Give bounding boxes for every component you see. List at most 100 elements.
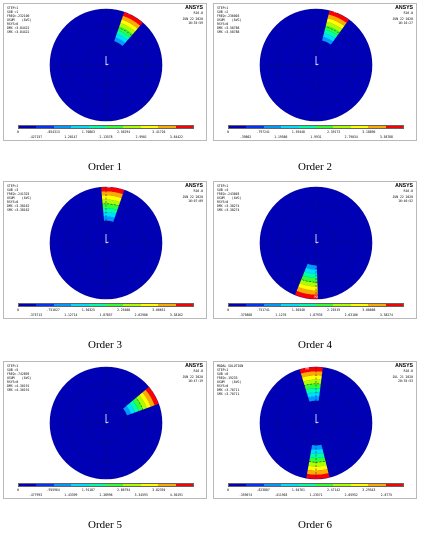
solution-header: STEP=1 SUB =1 FREQ=.232106 USUM (AVG) RSYS=0…: [7, 6, 31, 34]
colorbar-tick-label: 0: [227, 308, 229, 312]
solution-header: MODAL SOLUTION STEP=1 SUB =6 FREQ=.19233 USU…: [217, 364, 243, 396]
header-line: RSYS=0: [217, 384, 229, 388]
colorbar-swatch: [123, 484, 141, 486]
ansys-version: R16.0: [403, 189, 413, 193]
header-line: DMX =3.70711: [217, 388, 240, 392]
colorbar-tick-label: .375713: [29, 313, 43, 317]
colorbar-swatch: [333, 304, 351, 306]
colorbar-tick-label: 2.38996: [99, 493, 113, 497]
solution-header: STEP=1 SUB =3 FREQ=.241325 USUM (AVG) RSYS=0…: [7, 184, 31, 212]
mode-shape-sector: [306, 444, 330, 479]
max-marker: MX: [305, 366, 309, 370]
colorbar-swatch: [298, 126, 317, 128]
contour-band-2-3: [102, 203, 119, 210]
reference-circle: [295, 222, 337, 264]
max-marker: MX: [151, 388, 155, 392]
colorbar-tick-label: 2.47142: [327, 488, 341, 492]
colorbar-swatch: [246, 484, 264, 486]
colorbar-swatch: [316, 126, 334, 128]
solution-time: 16:47:19: [188, 379, 203, 383]
max-marker: MX: [107, 185, 111, 189]
ansys-brand: ANSYS R16.0 JUN 22 2020 16:40:52: [393, 183, 414, 203]
contour-band-5-5: [302, 375, 322, 382]
mode-panel-5: STEP=1 SUB =5 FREQ=.742895 USUM (AVG) RSYS=0…: [3, 361, 207, 499]
mode-shape-sector: [114, 12, 143, 46]
colorbar-swatch: [298, 304, 317, 306]
colorbar-tick-label: 2.62906: [134, 313, 148, 317]
header-line: STEP=1: [217, 184, 229, 188]
solution-time: 16:07:09: [188, 199, 203, 203]
colorbar-tick-label: 1.9931: [310, 135, 322, 139]
header-line: DMX =3.38162: [7, 204, 30, 208]
colorbar-tick-label: 3.29543: [362, 488, 376, 492]
colorbar-swatch: [106, 484, 124, 486]
colorbar-tick-label: 1.1276: [275, 313, 287, 317]
contour-band-5b-4: [308, 461, 327, 467]
solution-date: JUN 22 2020: [182, 17, 204, 21]
header-line: SMX =3.70711: [217, 392, 240, 396]
colorbar-tick-label: .359674: [239, 493, 253, 497]
contour-band-1-4: [325, 21, 343, 33]
colorbar-swatch: [350, 126, 369, 128]
colorbar-tick-label: 3.58788: [379, 135, 393, 139]
colorbar-ticks-top: 0 .797241 1.59448 2.39173 3.18896: [226, 130, 406, 135]
contour-band-2-4: [102, 199, 121, 206]
colorbar-swatch: [368, 304, 386, 306]
colorbar-tick-label: 1.19586: [274, 135, 288, 139]
colorbar-ticks-bottom: .477993 1.43399 2.38996 3.34593 4.30191: [16, 493, 196, 498]
colorbar-tick-label: 0: [227, 130, 229, 134]
header-line: STEP=1: [7, 364, 19, 368]
colorbar-tick-label: 4.30191: [169, 493, 183, 497]
ansys-brand: ANSYS R16.0 JUN 22 2020 16:47:19: [183, 363, 204, 383]
contour-band-1-1: [323, 33, 336, 42]
colorbar-swatch: [316, 484, 334, 486]
mode-panel-2: STEP=1 SUB =2 FREQ=.236003 USUM (AVG) RSYS=0…: [213, 3, 417, 141]
mode-panel-1: STEP=1 SUB =1 FREQ=.232106 USUM (AVG) RSYS=0…: [3, 3, 207, 141]
contour-band-4-4: [136, 395, 147, 410]
contour-band-2-1: [103, 212, 117, 218]
colorbar-swatch: [263, 304, 282, 306]
header-line: USUM (AVG): [217, 380, 242, 384]
triad-x-axis: [315, 63, 319, 66]
colorbar-swatch: [368, 126, 386, 128]
colorbar-ticks-bottom: .359674 .411903 1.23571 2.05952 2.8775: [226, 493, 406, 498]
solution-header: STEP=1 SUB =4 FREQ=.243003 USUM (AVG) RSYS=0…: [217, 184, 241, 212]
solution-date: JUN 22 2020: [182, 375, 204, 379]
colorbar-tick-label: 1.23571: [309, 493, 323, 497]
colorbar-swatch: [36, 126, 54, 128]
colorbar-tick-label: 2.86794: [117, 488, 131, 492]
solution-date: JUN 22 2020: [392, 17, 414, 21]
header-line: SUB =4: [217, 188, 229, 192]
colorbar-swatch: [36, 304, 54, 306]
disc-contour-plot: MX: [49, 185, 163, 300]
colorbar-swatch: [158, 304, 176, 306]
colorbar-tick-label: .751627: [46, 308, 60, 312]
colorbar-tick-label: 1.87935: [309, 313, 323, 317]
header-line: DMX =3.84422: [7, 26, 30, 30]
contour-band-1-2: [323, 29, 338, 39]
contour-band-0-2: [116, 30, 131, 41]
header-line: USUM (AVG): [7, 376, 32, 380]
colorbar-tick-label: 1.43399: [64, 493, 78, 497]
max-marker: MX: [129, 12, 133, 16]
colorbar-swatch: [88, 484, 107, 486]
colorbar-swatch: [123, 304, 141, 306]
colorbar-swatch: [106, 126, 124, 128]
colorbar-ticks-top: 0 .955964 1.91187 2.86794 3.82394: [16, 488, 196, 493]
colorbar-tick-label: 3.00668: [362, 308, 376, 312]
reference-circle: [295, 44, 337, 86]
colorbar-swatch: [229, 304, 247, 306]
colorbar-swatch: [333, 484, 351, 486]
contour-band-4-5: [139, 392, 151, 409]
colorbar-swatch: [19, 304, 37, 306]
colorbar-tick-label: 0: [17, 308, 19, 312]
header-line: FREQ=.241325: [7, 192, 30, 196]
header-line: STEP=1: [217, 6, 229, 10]
colorbar-swatch: [229, 484, 247, 486]
ansys-logo-text: ANSYS: [395, 5, 413, 11]
max-marker: MX: [314, 295, 318, 299]
contour-band-0-0: [114, 37, 126, 46]
colorbar-swatch: [158, 484, 176, 486]
contour-band-3-7: [295, 291, 318, 299]
colorbar-tick-label: 3.34593: [134, 493, 148, 497]
